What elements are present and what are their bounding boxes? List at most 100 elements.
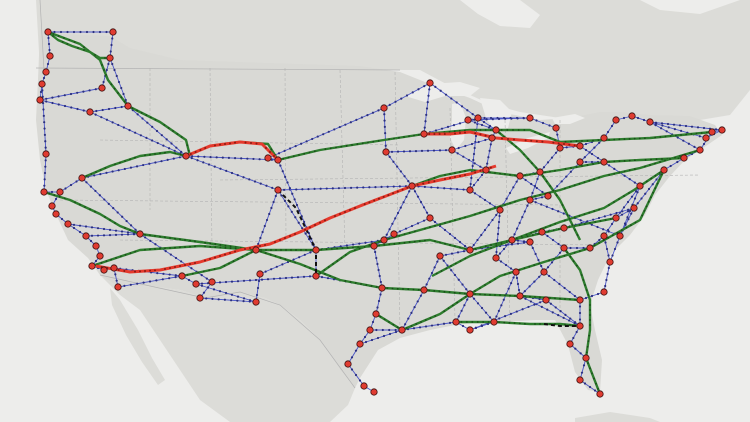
route-dot — [511, 142, 513, 145]
route-dot — [129, 224, 133, 227]
blue-link — [493, 271, 517, 323]
route-dot — [424, 325, 428, 328]
route-dot — [250, 251, 253, 254]
city-node — [98, 84, 106, 92]
route-dot — [453, 273, 457, 277]
route-dot — [234, 250, 236, 253]
route-dot — [464, 257, 467, 260]
route-dot — [370, 338, 374, 342]
route-dot — [391, 287, 394, 290]
route-dot — [480, 233, 483, 237]
route-dot — [474, 247, 477, 250]
city-node — [436, 252, 444, 260]
route-dot — [408, 231, 411, 234]
route-dot — [664, 135, 667, 138]
route-dot — [258, 158, 261, 161]
route-dot — [60, 217, 64, 221]
route-dot — [283, 149, 286, 152]
city-node — [526, 114, 534, 122]
route-dot — [564, 313, 567, 316]
route-dot — [424, 319, 427, 321]
route-dot — [151, 125, 154, 128]
route-dot — [200, 274, 203, 277]
route-dot — [68, 39, 71, 41]
city-node — [312, 272, 320, 280]
route-dot — [489, 293, 491, 296]
route-dot — [597, 139, 600, 142]
route-dot — [323, 269, 326, 271]
route-dot — [179, 153, 182, 156]
route-dot — [592, 218, 595, 221]
route-dot — [174, 237, 176, 240]
route-dot — [535, 230, 537, 232]
route-dot — [250, 142, 252, 144]
city-node — [516, 172, 524, 180]
route-dot — [320, 248, 323, 251]
route-dot — [533, 184, 537, 188]
route-dot — [626, 216, 629, 219]
route-dot — [61, 41, 64, 43]
route-dot — [123, 100, 126, 103]
route-dot — [536, 177, 539, 181]
route-dot — [282, 157, 285, 160]
route-dot — [274, 255, 277, 258]
route-dot — [505, 241, 508, 243]
city-node — [136, 230, 144, 238]
city-node — [586, 244, 594, 252]
route-dot — [472, 158, 475, 162]
blue-link — [185, 155, 279, 161]
route-dot — [656, 182, 659, 185]
city-node — [48, 202, 56, 210]
route-dot — [233, 157, 237, 160]
route-dot — [500, 243, 503, 245]
route-dot — [209, 242, 212, 245]
route-dot — [373, 199, 376, 202]
route-dot — [450, 269, 453, 272]
route-dot — [326, 277, 330, 280]
route-dot — [167, 127, 170, 129]
route-dot — [569, 317, 572, 320]
route-dot — [50, 190, 54, 194]
route-dot — [702, 126, 706, 130]
route-dot — [279, 239, 281, 241]
route-dot — [551, 238, 555, 242]
route-dot — [363, 245, 366, 248]
route-dot — [539, 296, 541, 299]
route-dot — [588, 385, 592, 389]
city-node — [600, 134, 608, 142]
route-dot — [516, 282, 520, 286]
route-dot — [549, 185, 551, 187]
route-dot — [534, 197, 538, 200]
city-node — [542, 296, 550, 304]
route-dot — [616, 231, 619, 234]
route-dot — [515, 276, 519, 280]
city-node — [106, 54, 114, 62]
route-dot — [607, 254, 610, 257]
route-dot — [265, 147, 267, 149]
route-dot — [72, 30, 76, 34]
route-dot — [517, 288, 521, 292]
route-dot — [309, 226, 311, 229]
route-dot — [512, 129, 514, 131]
route-dot — [113, 68, 116, 72]
route-dot — [75, 180, 78, 183]
route-dot — [174, 152, 177, 155]
route-dot — [590, 152, 594, 156]
route-dot — [292, 155, 295, 158]
route-dot — [252, 157, 255, 161]
route-dot — [500, 304, 503, 307]
city-node — [576, 158, 584, 166]
route-dot — [628, 137, 631, 140]
route-dot — [516, 117, 519, 120]
route-dot — [94, 210, 96, 213]
route-dot — [224, 291, 228, 295]
route-dot — [569, 170, 572, 173]
route-dot — [114, 229, 118, 232]
route-dot — [479, 293, 481, 296]
route-dot — [146, 121, 149, 124]
route-dot — [224, 246, 227, 249]
route-dot — [275, 249, 277, 251]
route-dot — [457, 146, 460, 150]
route-dot — [524, 197, 526, 200]
